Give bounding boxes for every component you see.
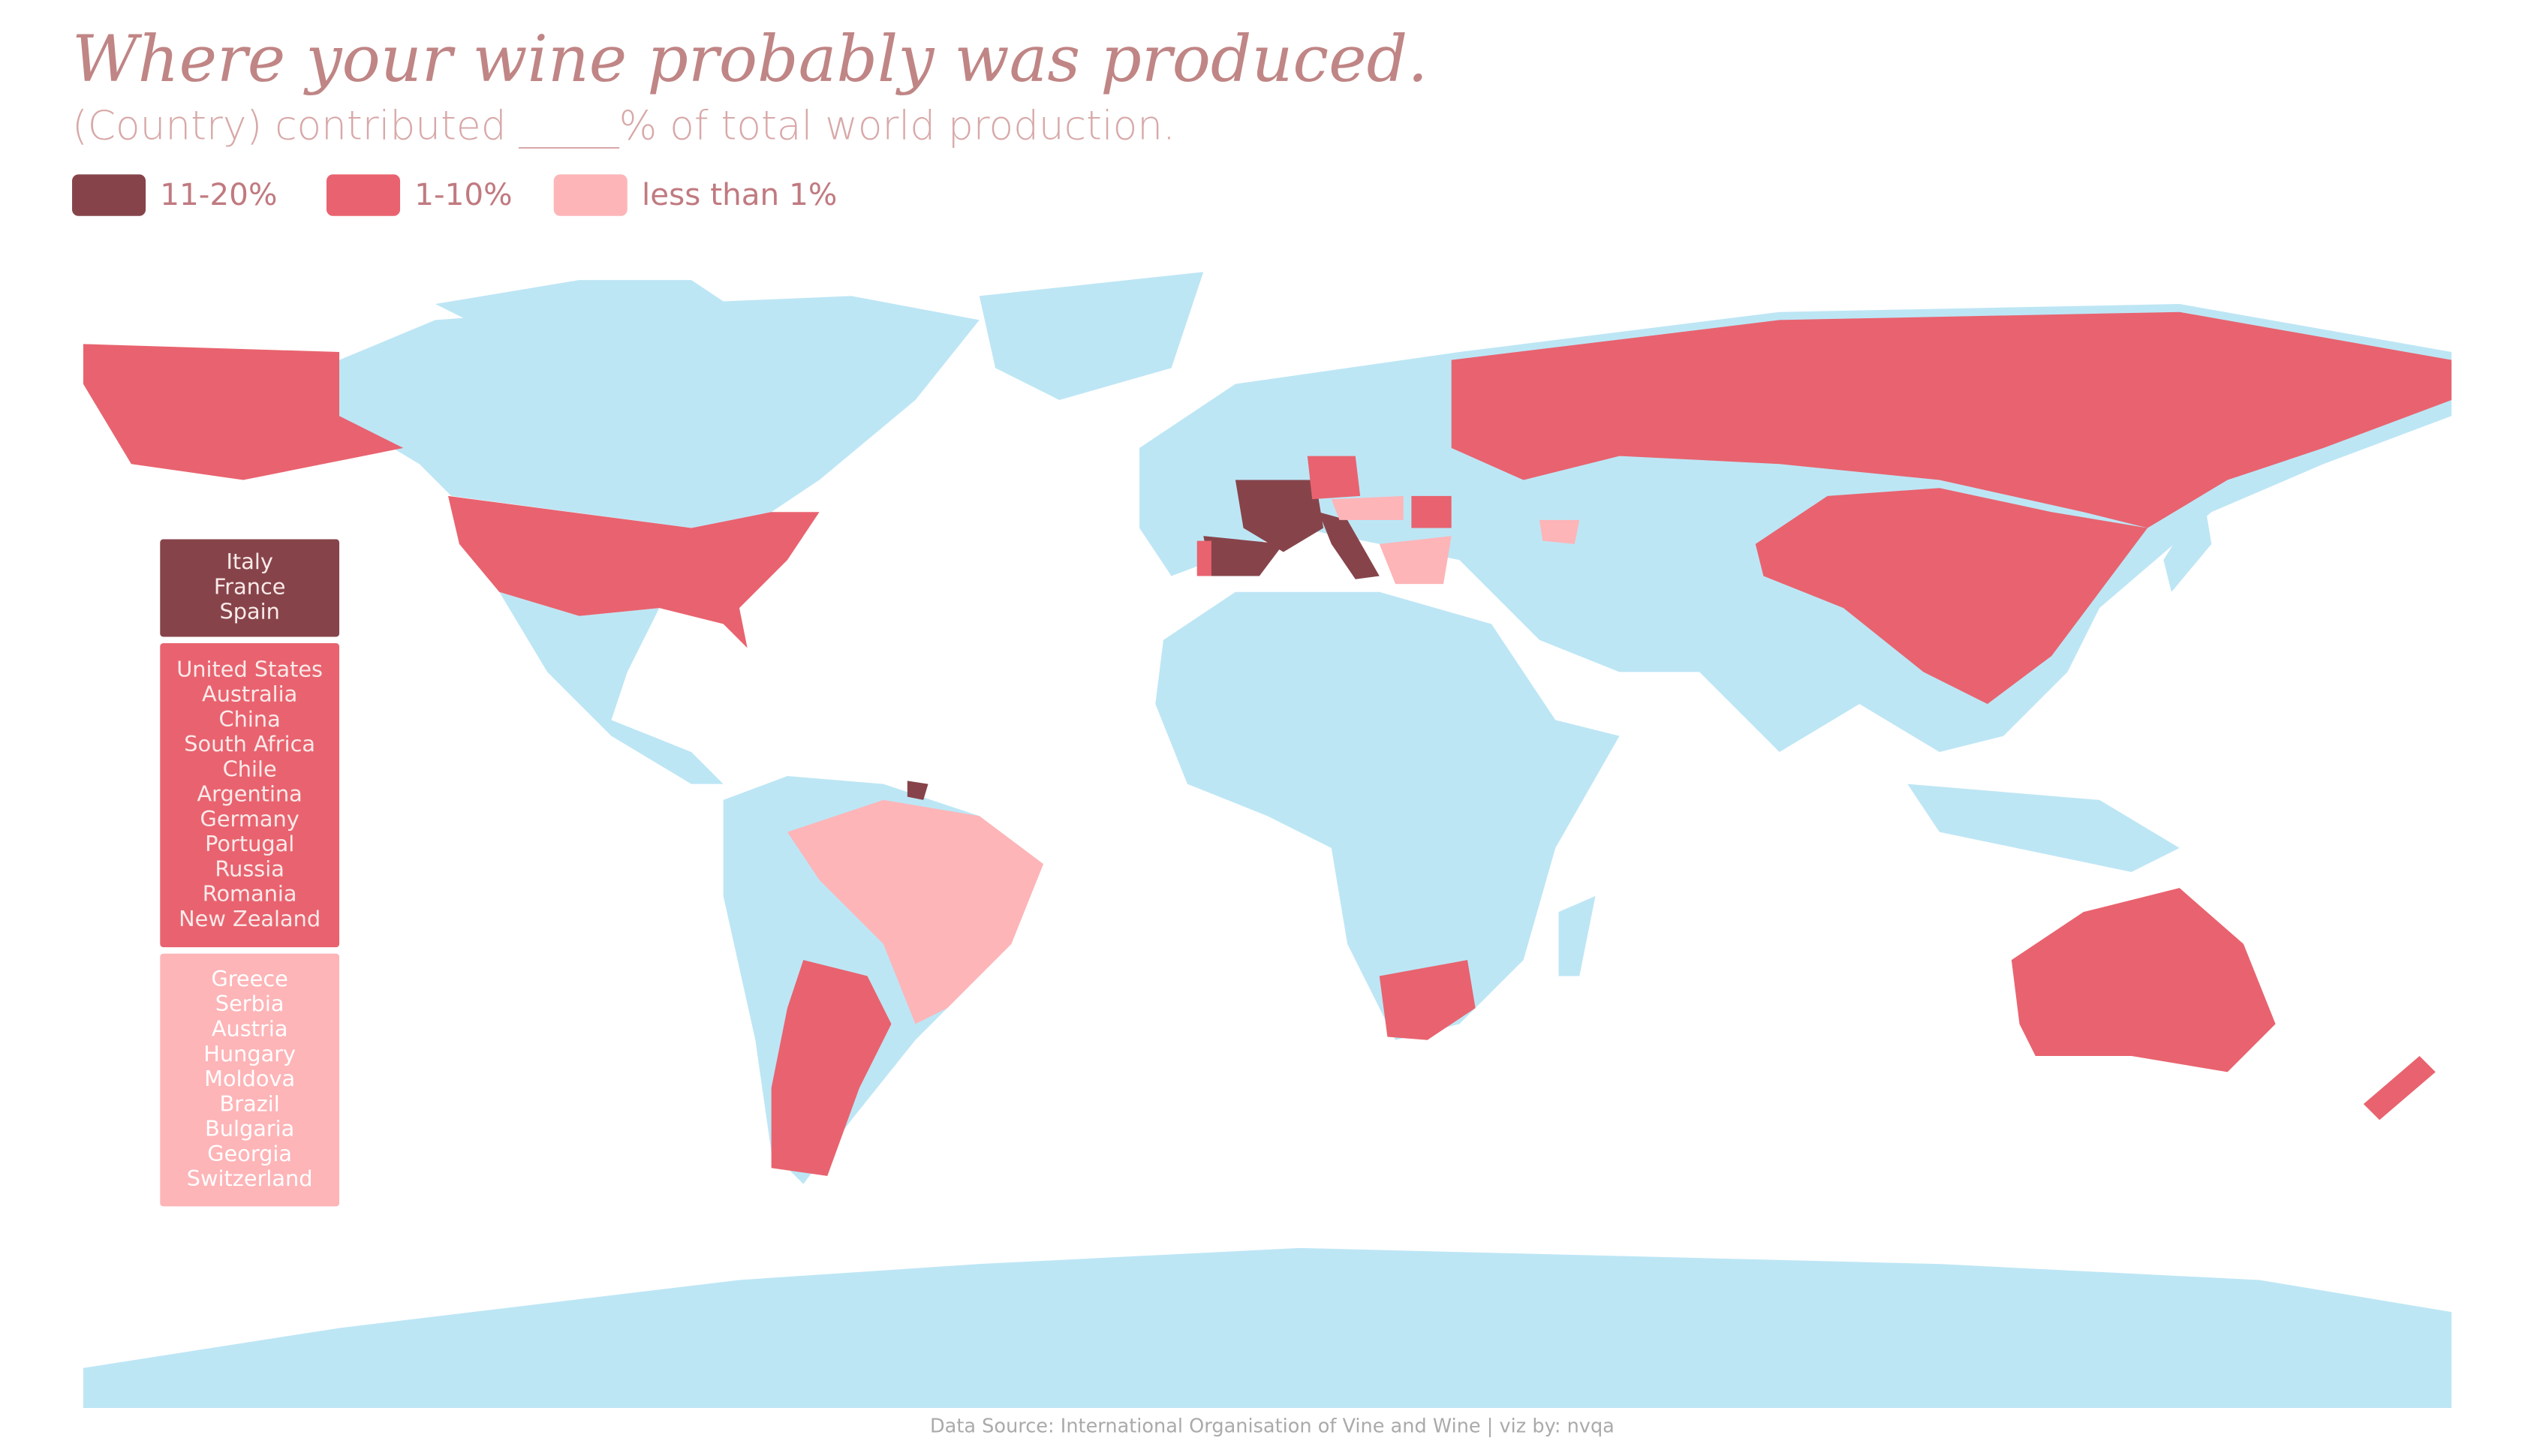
- landmass: [339, 296, 980, 528]
- landmass: [979, 272, 1204, 400]
- country-name: Brazil: [220, 1090, 280, 1116]
- country-name: Hungary: [203, 1041, 296, 1066]
- country-name: United States: [176, 656, 323, 681]
- country-name: Greece: [211, 966, 287, 991]
- country: [1379, 536, 1452, 585]
- country: [1379, 960, 1476, 1040]
- country-name: Serbia: [215, 991, 284, 1016]
- country-name: New Zealand: [179, 906, 321, 931]
- country: [2363, 1056, 2436, 1121]
- group-box: [160, 643, 340, 948]
- country-name: Austria: [212, 1015, 288, 1041]
- country-name: Russia: [215, 856, 284, 881]
- country-name: Bulgaria: [205, 1116, 294, 1142]
- map: [83, 272, 2452, 1409]
- group-box: [160, 539, 340, 637]
- country-name: South Africa: [184, 731, 315, 757]
- country: [1318, 512, 1380, 579]
- legend-swatch: [553, 174, 627, 216]
- country-name: Switzerland: [187, 1166, 313, 1191]
- country: [1203, 536, 1284, 576]
- legend-label: less than 1%: [642, 176, 837, 212]
- group-box: [160, 953, 340, 1207]
- subtitle: (Country) contributed _____% of total wo…: [72, 102, 1175, 149]
- country-name: Portugal: [205, 831, 294, 856]
- landmass: [1907, 784, 2180, 872]
- country: [1755, 488, 2148, 705]
- landmass: [1558, 895, 1596, 976]
- country: [1235, 480, 1324, 552]
- landmass: [499, 591, 724, 784]
- country: [2011, 888, 2276, 1072]
- country: [1451, 311, 2452, 528]
- country-name: China: [219, 706, 281, 732]
- country: [1411, 495, 1452, 528]
- country: [1331, 495, 1404, 520]
- country-name: Spain: [219, 599, 279, 624]
- country-name: Italy: [226, 549, 272, 574]
- legend-label: 11-20%: [160, 176, 277, 212]
- landmass: [2163, 495, 2212, 592]
- country-name: France: [214, 573, 286, 599]
- country: [1196, 540, 1211, 576]
- title: Where your wine probably was produced.: [72, 23, 1428, 97]
- legend: 11-20% 1-10% less than 1%: [72, 174, 837, 216]
- country: [787, 799, 1044, 1024]
- country-name: Moldova: [204, 1066, 295, 1091]
- country: [907, 781, 928, 800]
- country: [1539, 519, 1580, 544]
- source: Data Source: International Organisation …: [930, 1415, 1615, 1438]
- legend-swatch: [326, 174, 401, 216]
- landmass: [435, 280, 740, 336]
- country-name: Germany: [200, 806, 299, 832]
- country-name: Argentina: [197, 781, 302, 807]
- landmass: [1155, 591, 1620, 1040]
- landmass: [83, 1247, 2452, 1409]
- legend-swatch: [72, 174, 146, 216]
- country-name: Georgia: [207, 1141, 292, 1166]
- country-name: Romania: [203, 881, 297, 907]
- country: [448, 495, 820, 648]
- legend-label: 1-10%: [414, 176, 512, 212]
- country-name: Chile: [223, 756, 277, 781]
- country: [1307, 456, 1361, 500]
- country: [771, 960, 892, 1176]
- country-name: Australia: [202, 681, 297, 707]
- country: [83, 344, 404, 480]
